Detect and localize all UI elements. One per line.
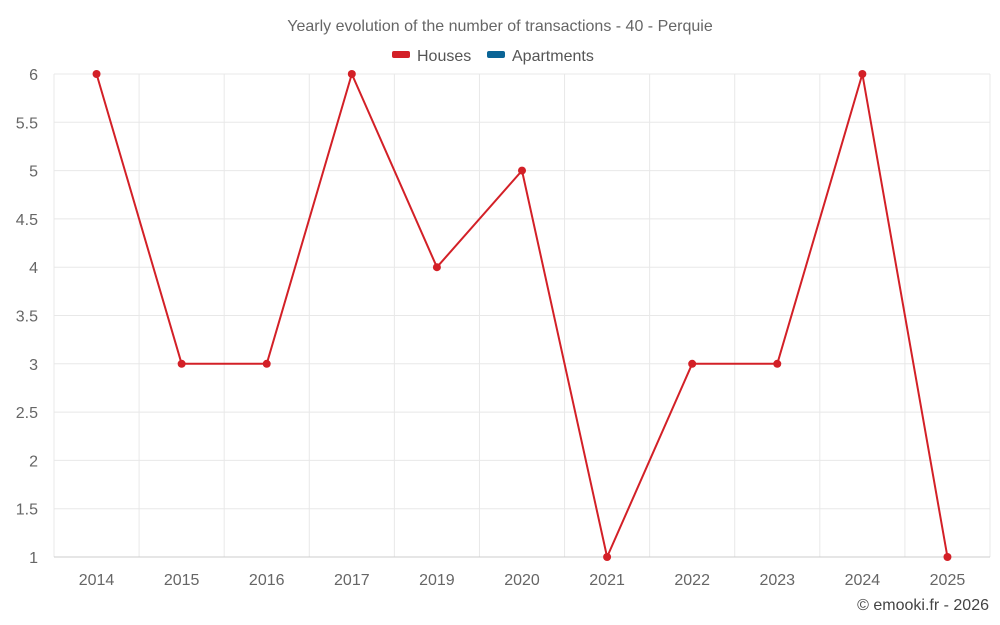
legend-label-houses: Houses (417, 48, 471, 65)
data-point-houses[interactable] (688, 359, 697, 368)
y-tick-label: 4.5 (16, 212, 38, 229)
x-tick-label: 2021 (589, 572, 625, 589)
y-tick-label: 3 (29, 357, 38, 374)
y-tick-label: 6 (29, 67, 38, 84)
y-tick-label: 2.5 (16, 405, 38, 422)
legend[interactable]: Houses Apartments (392, 48, 594, 65)
data-point-houses[interactable] (858, 70, 867, 78)
x-tick-label: 2015 (164, 572, 200, 589)
legend-swatch-houses (392, 51, 410, 58)
legend-label-apartments: Apartments (512, 48, 594, 65)
x-tick-label: 2017 (334, 572, 370, 589)
y-tick-label: 2 (29, 453, 38, 470)
x-tick-label: 2019 (419, 572, 455, 589)
data-point-houses[interactable] (347, 70, 356, 78)
y-tick-label: 1.5 (16, 502, 38, 519)
credit-text: © emooki.fr - 2026 (857, 597, 989, 614)
x-axis-ticks: 2014 2015 2016 2017 2019 2020 2021 2022 2023 2024… (79, 572, 966, 589)
legend-item-houses[interactable]: Houses (392, 48, 471, 65)
x-tick-label: 2016 (249, 572, 285, 589)
data-point-houses[interactable] (603, 553, 612, 561)
y-tick-label: 3.5 (16, 309, 38, 326)
legend-swatch-apartments (487, 51, 505, 58)
data-point-houses[interactable] (177, 359, 186, 368)
data-point-houses[interactable] (92, 70, 101, 78)
legend-item-apartments[interactable]: Apartments (487, 48, 594, 65)
data-point-houses[interactable] (432, 263, 441, 272)
grid-layer (53, 73, 991, 558)
data-point-houses[interactable] (518, 166, 526, 175)
y-tick-label: 5 (29, 164, 38, 181)
data-point-houses[interactable] (943, 553, 952, 561)
x-tick-label: 2022 (674, 572, 710, 589)
x-tick-label: 2014 (79, 572, 115, 589)
y-axis-ticks: 1 1.5 2 2.5 3 3.5 4 4.5 5 5.5 6 (16, 67, 38, 567)
y-tick-label: 4 (29, 260, 38, 277)
data-point-houses[interactable] (262, 359, 271, 368)
data-point-houses[interactable] (773, 359, 782, 368)
chart-title: Yearly evolution of the number of transa… (287, 18, 713, 35)
y-tick-label: 1 (29, 550, 38, 567)
series-layer (92, 70, 952, 561)
x-tick-label: 2023 (759, 572, 795, 589)
x-tick-label: 2024 (845, 572, 881, 589)
y-tick-label: 5.5 (16, 115, 38, 132)
x-tick-label: 2025 (930, 572, 966, 589)
x-tick-label: 2020 (504, 572, 540, 589)
